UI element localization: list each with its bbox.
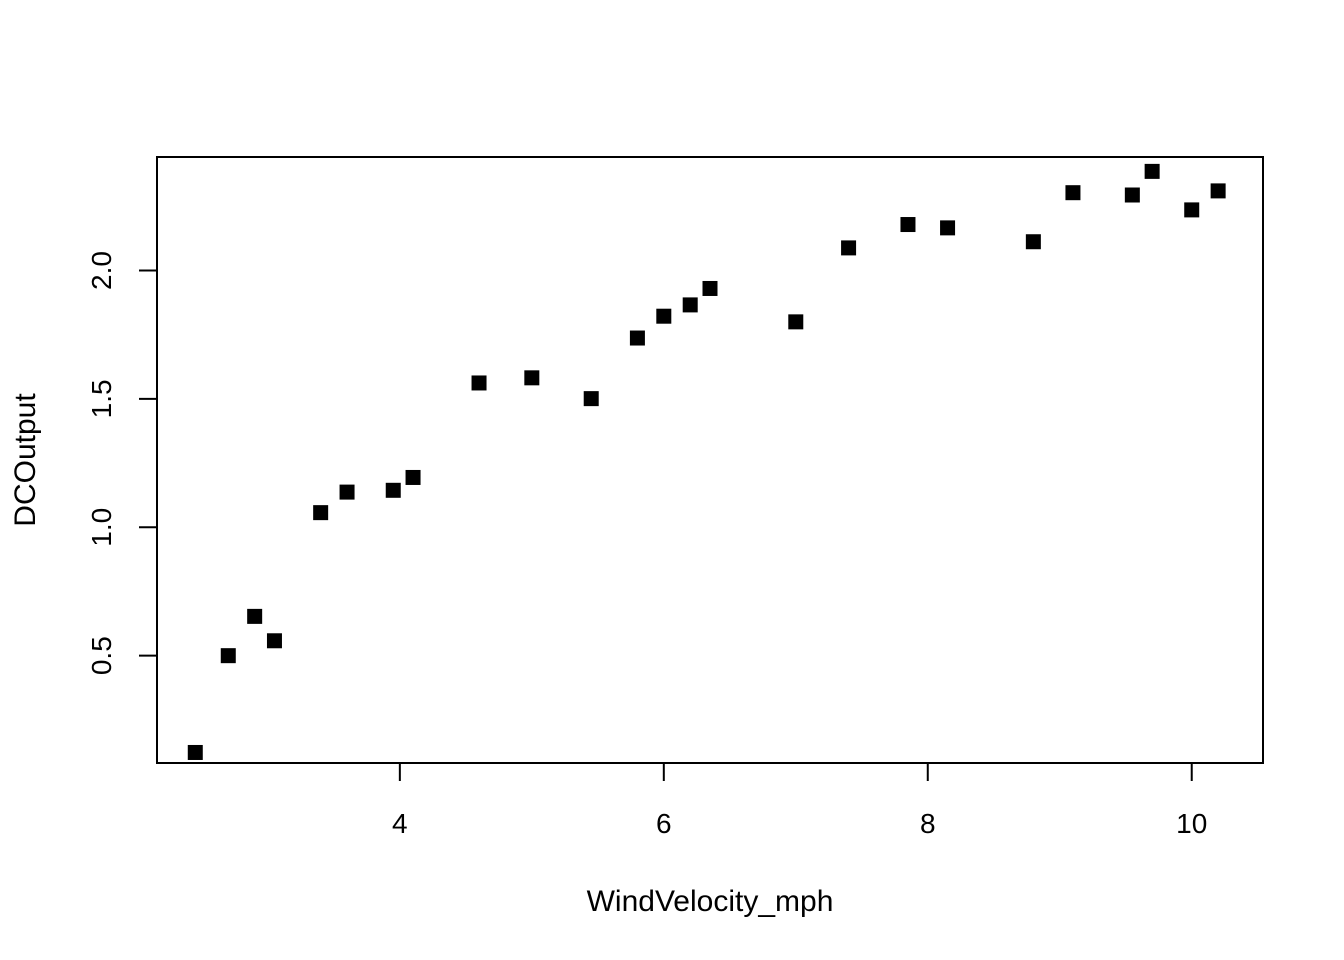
x-tick-label: 6 bbox=[656, 808, 672, 839]
y-axis: 0.5 1.0 1.5 2.0 bbox=[86, 251, 158, 675]
data-point bbox=[702, 280, 718, 296]
data-point bbox=[220, 648, 236, 664]
y-tick-label: 2.0 bbox=[86, 251, 117, 290]
data-point bbox=[247, 608, 263, 624]
x-tick-label: 4 bbox=[392, 808, 408, 839]
data-point bbox=[788, 314, 804, 330]
data-point bbox=[1184, 202, 1200, 218]
y-tick-label: 1.5 bbox=[86, 379, 117, 418]
data-point bbox=[1210, 183, 1226, 199]
data-point bbox=[940, 220, 956, 236]
data-point bbox=[583, 391, 599, 407]
data-point bbox=[339, 484, 355, 500]
y-axis-title: DCOutput bbox=[9, 393, 42, 527]
plot-frame bbox=[156, 156, 1264, 764]
data-point bbox=[900, 217, 916, 233]
x-tick-label: 8 bbox=[920, 808, 936, 839]
data-point bbox=[629, 330, 645, 346]
x-axis-title: WindVelocity_mph bbox=[587, 885, 834, 918]
y-tick-label: 0.5 bbox=[86, 636, 117, 675]
x-tick-label: 10 bbox=[1176, 808, 1207, 839]
data-point bbox=[187, 744, 203, 760]
data-point bbox=[524, 370, 540, 386]
data-point bbox=[841, 240, 857, 256]
data-point bbox=[471, 375, 487, 391]
data-point bbox=[266, 633, 282, 649]
data-point bbox=[405, 469, 421, 485]
y-tick-label: 1.0 bbox=[86, 508, 117, 547]
data-point bbox=[1025, 234, 1041, 250]
data-point bbox=[1065, 185, 1081, 201]
data-point bbox=[1144, 163, 1160, 179]
data-point bbox=[656, 308, 672, 324]
data-point bbox=[682, 297, 698, 313]
data-point bbox=[313, 505, 329, 521]
data-point bbox=[385, 482, 401, 498]
data-points bbox=[187, 163, 1226, 760]
x-axis: 4 6 8 10 bbox=[392, 762, 1207, 839]
data-point bbox=[1124, 187, 1140, 203]
